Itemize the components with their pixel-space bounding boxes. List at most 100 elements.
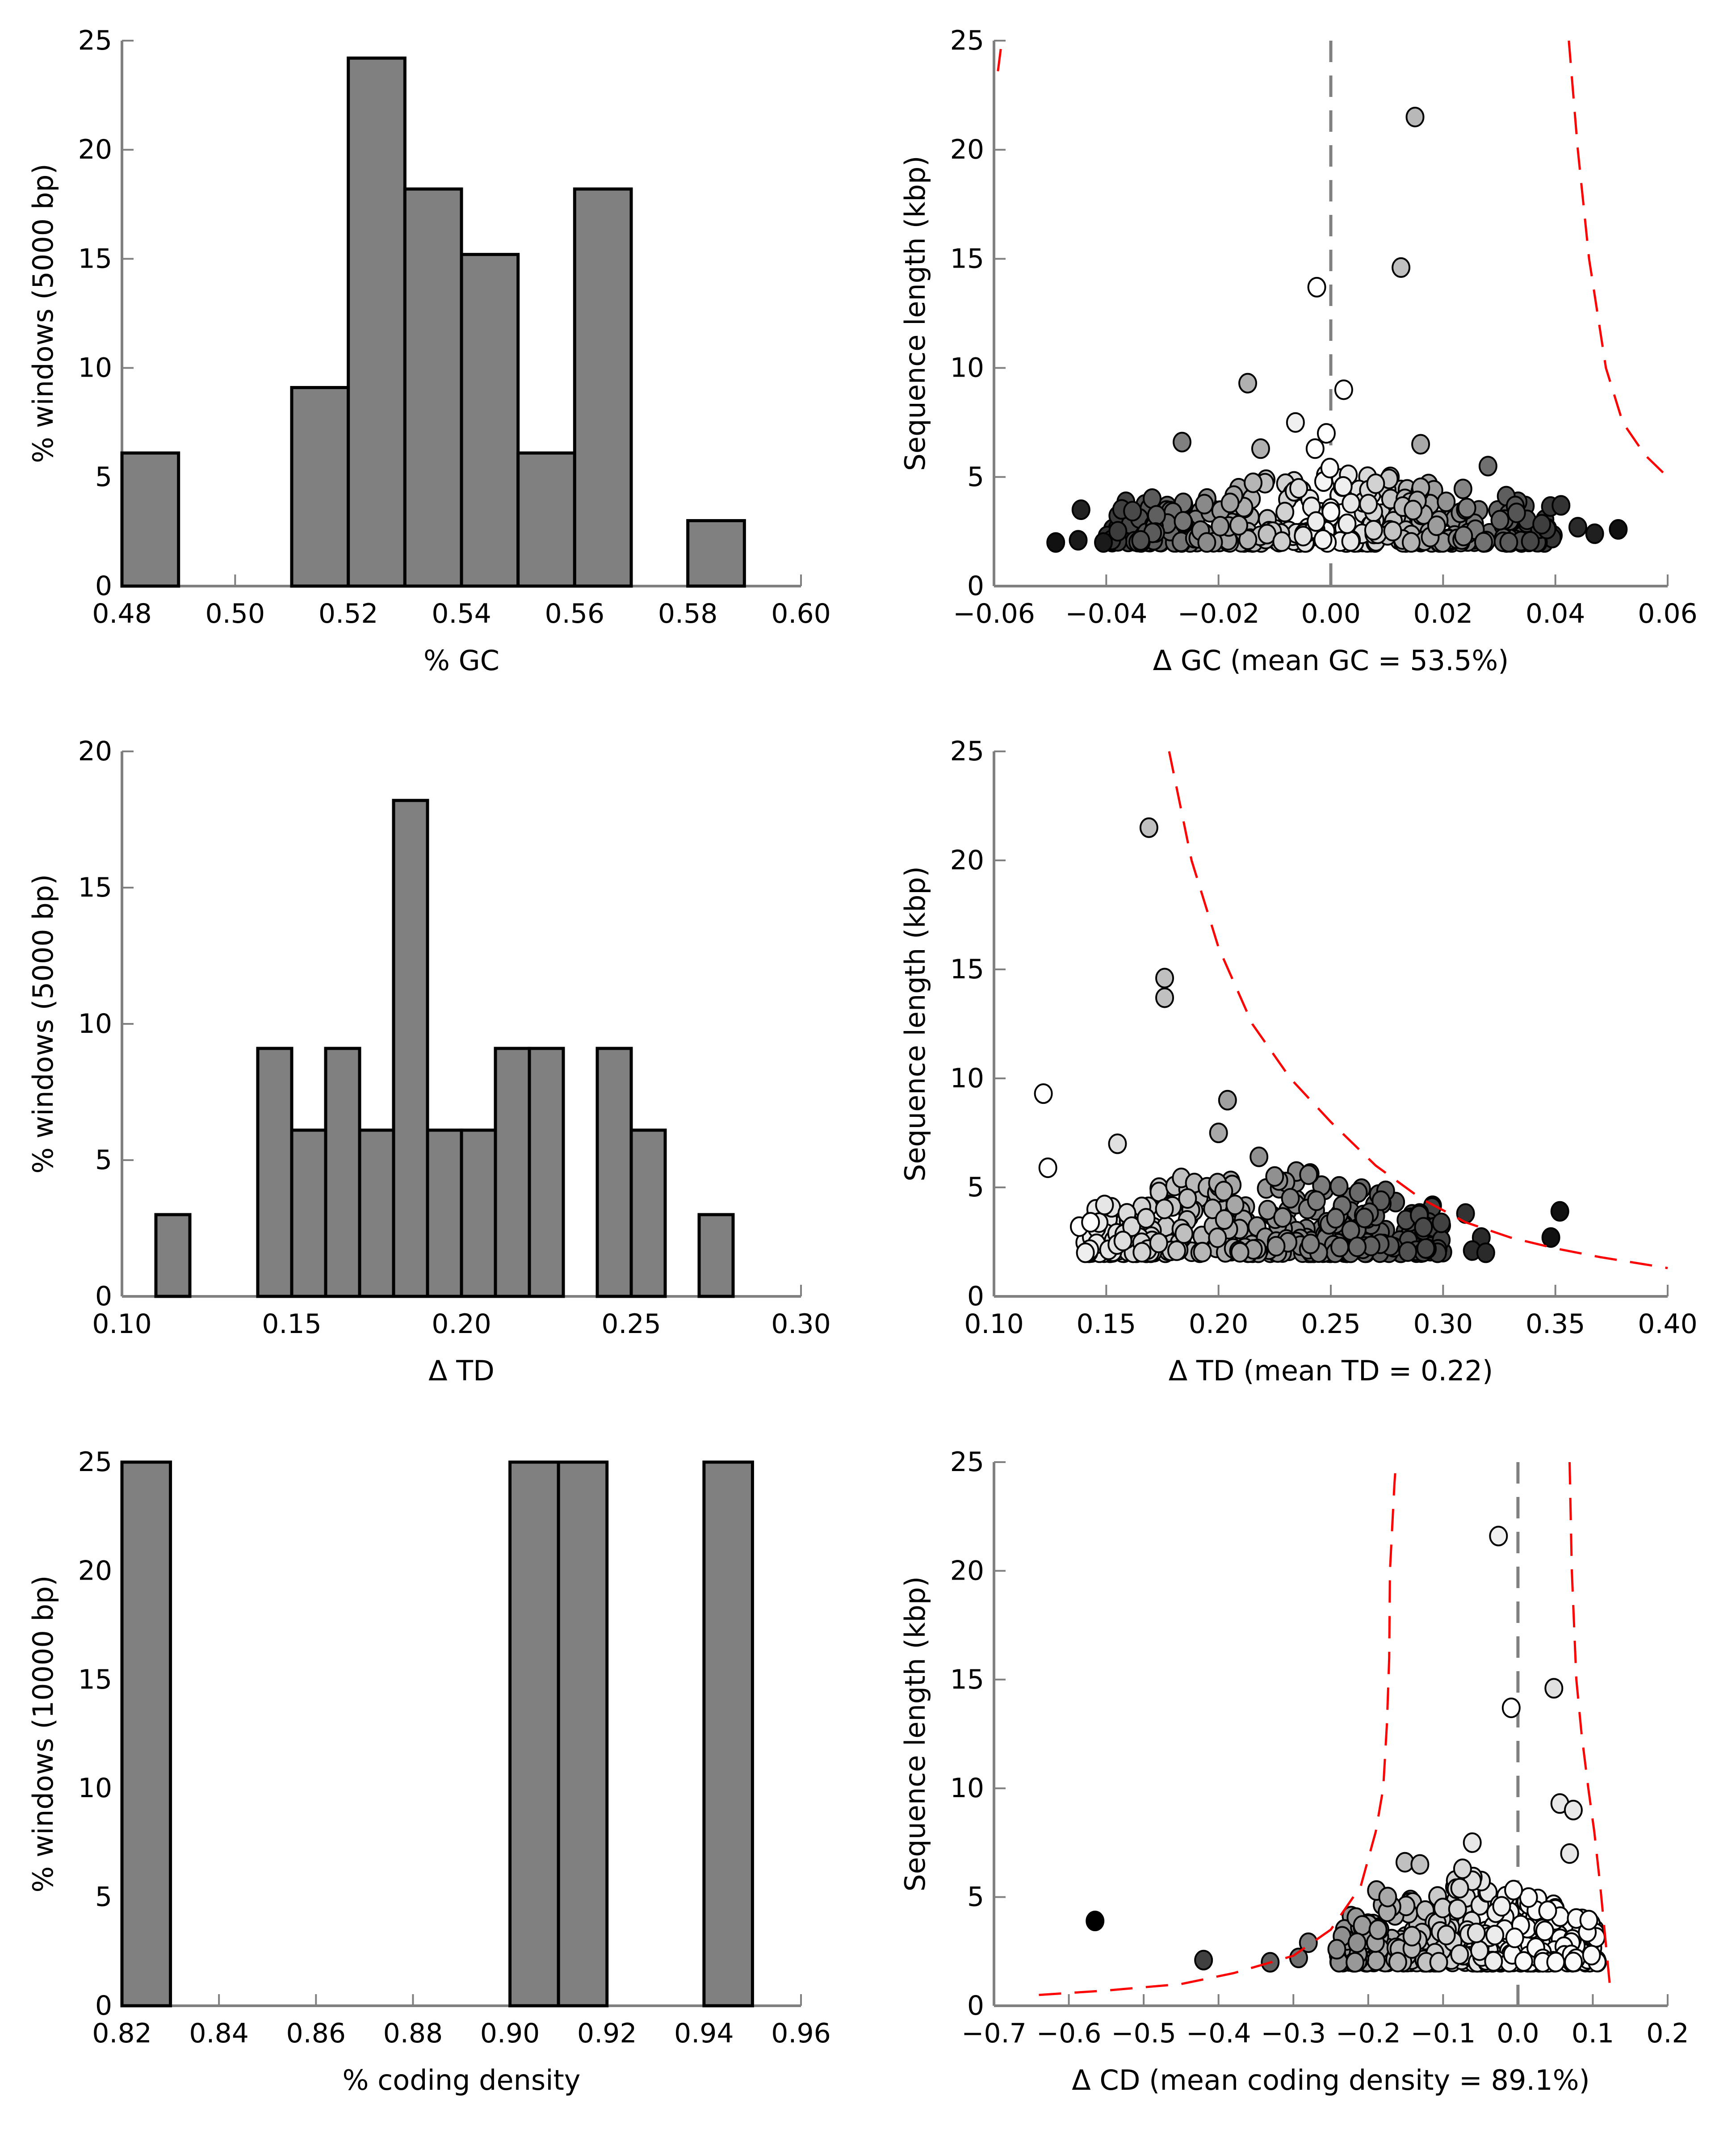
histogram-bar: [595, 1047, 633, 1298]
scatter-point: [1579, 1910, 1598, 1931]
scatter-point: [1489, 1526, 1508, 1547]
y-tick-label: 5: [95, 1144, 112, 1176]
cd-histogram-panel: 0 5 10 15 20 25 0.82 0.84 0.86 0.88 0.90 0.92 0.94 0.…: [27, 1446, 831, 2096]
histogram-bar: [403, 187, 463, 588]
scatter-point: [1474, 532, 1493, 553]
histogram-bar: [154, 1213, 192, 1298]
x-tick-label: −0.1: [1410, 2018, 1476, 2049]
y-axis-label: Sequence length (kbp): [899, 156, 931, 471]
x-tick-label: −0.6: [1036, 2018, 1102, 2049]
y-tick-label: 20: [950, 1555, 984, 1586]
y-tick-label: 10: [950, 1063, 984, 1094]
scatter-point: [1076, 1242, 1095, 1263]
scatter-point: [1450, 1944, 1469, 1965]
scatter-point: [1326, 1208, 1345, 1229]
scatter-point: [1411, 434, 1430, 455]
y-tick-label: 5: [967, 1882, 984, 1913]
scatter-point: [1174, 511, 1193, 532]
scatter-point: [1550, 1201, 1569, 1222]
scatter-point: [1532, 514, 1551, 535]
scatter-point: [1490, 510, 1510, 531]
x-axis-label: % coding density: [343, 2064, 581, 2096]
histogram-bar: [290, 1128, 327, 1298]
scatter-point: [1432, 1212, 1451, 1233]
histogram-bar: [358, 1128, 395, 1298]
histogram-bar: [629, 1128, 667, 1298]
scatter-point: [1333, 476, 1353, 497]
scatter-point: [1349, 1182, 1368, 1203]
scatter-point: [1348, 1237, 1367, 1258]
scatter-point: [1273, 1207, 1292, 1228]
scatter-point: [1136, 1208, 1156, 1229]
scatter-point: [1519, 1887, 1538, 1908]
histogram-bar: [508, 1460, 560, 2008]
y-tick-label: 10: [950, 352, 984, 384]
scatter-point: [1505, 1928, 1524, 1949]
scatter-point: [1218, 1090, 1237, 1111]
x-tick-label: −0.7: [961, 2018, 1027, 2049]
x-tick-label: 0.2: [1646, 2018, 1689, 2049]
scatter-point: [1355, 1207, 1374, 1228]
y-tick-label: 15: [950, 1664, 984, 1695]
scatter-point: [1071, 499, 1090, 520]
x-tick-label: −0.2: [1336, 2018, 1401, 2049]
scatter-point: [1307, 1190, 1326, 1211]
scatter-point: [1485, 1924, 1505, 1945]
scatter-point: [1265, 1166, 1284, 1187]
x-tick-label: 0.82: [92, 2018, 152, 2049]
y-tick-label: 20: [950, 134, 984, 165]
y-tick-label: 25: [78, 25, 112, 56]
scatter-point: [1383, 520, 1402, 541]
scatter-point: [1289, 478, 1308, 499]
scatter-point: [1609, 519, 1628, 540]
histogram-bar: [528, 1047, 565, 1298]
y-tick-label: 0: [95, 1990, 112, 2021]
scatter-point: [1286, 412, 1305, 433]
cd-scatter-panel: 0 5 10 15 20 25 −0.7 −0.6 −0.5 −0.4 −0.3 −0.2 −0.1 0.…: [899, 1446, 1689, 2096]
scatter-point: [1258, 1199, 1277, 1220]
y-tick-label: 15: [950, 243, 984, 274]
scatter-point: [1272, 531, 1292, 552]
scatter-point: [1450, 1878, 1469, 1899]
scatter-point: [1306, 511, 1325, 532]
x-tick-label: 0.48: [92, 598, 152, 629]
y-axis-label: Sequence length (kbp): [899, 1576, 931, 1892]
scatter-point: [1321, 501, 1341, 522]
y-axis-label: % windows (5000 bp): [27, 163, 59, 463]
scatter-point: [1437, 1924, 1456, 1945]
x-axis-label: Δ CD (mean coding density = 89.1%): [1072, 2064, 1589, 2096]
scatter-point: [1178, 1188, 1197, 1209]
scatter-point: [1266, 1236, 1286, 1257]
histogram-bar: [426, 1128, 463, 1298]
scatter-point: [1108, 521, 1128, 542]
x-tick-label: 0.20: [432, 1308, 491, 1340]
scatter-point: [1230, 1242, 1250, 1263]
scatter-point: [1499, 532, 1518, 553]
y-axis-label: % windows (10000 bp): [27, 1576, 59, 1893]
scatter-point: [1448, 1899, 1467, 1920]
y-tick-label: 15: [78, 872, 112, 903]
scatter-point: [1155, 987, 1174, 1008]
y-tick-label: 5: [967, 1172, 984, 1203]
scatter-point: [1195, 494, 1214, 515]
y-tick-label: 0: [967, 1281, 984, 1312]
scatter-point: [1155, 1199, 1174, 1220]
scatter-point: [1476, 1242, 1495, 1263]
scatter-point: [1108, 1133, 1127, 1154]
histogram-bar: [573, 187, 633, 588]
x-axis-label: Δ TD: [428, 1354, 495, 1387]
scatter-point: [1193, 1241, 1212, 1262]
scatter-point: [1275, 502, 1295, 523]
y-tick-label: 25: [950, 25, 984, 56]
y-axis-label: Sequence length (kbp): [899, 866, 931, 1182]
x-tick-label: 0.00: [1301, 598, 1361, 629]
scatter-point: [1330, 1237, 1350, 1258]
scatter-point: [1174, 1223, 1194, 1244]
scatter-point: [1453, 1858, 1472, 1879]
x-tick-label: 0.20: [1189, 1308, 1249, 1340]
x-axis-label: % GC: [424, 644, 499, 677]
histogram-bar: [460, 1128, 497, 1298]
x-tick-label: 0.30: [771, 1308, 831, 1340]
scatter-point: [1541, 1227, 1560, 1248]
scatter-point: [1209, 1123, 1228, 1143]
